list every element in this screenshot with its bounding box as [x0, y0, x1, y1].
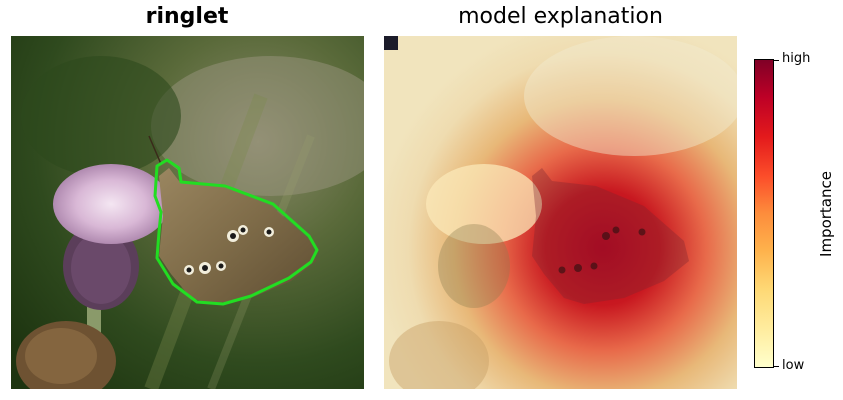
- original-image-panel: [11, 36, 364, 389]
- colorbar-low-label: low: [782, 358, 805, 373]
- left-panel-title: ringlet: [145, 4, 229, 29]
- butterfly-photo: [11, 36, 364, 389]
- right-panel-title: model explanation: [458, 4, 663, 29]
- segmentation-outline: [153, 158, 319, 306]
- colorbar-tick-low: [773, 366, 779, 367]
- colorbar-title: Importance: [817, 171, 835, 257]
- colorbar-tick-high: [773, 60, 779, 61]
- corner-marker: [384, 36, 398, 50]
- importance-colorbar: [754, 59, 774, 368]
- heatmap-overlay: [384, 36, 737, 389]
- explanation-heatmap-panel: [384, 36, 737, 389]
- colorbar-high-label: high: [782, 51, 811, 66]
